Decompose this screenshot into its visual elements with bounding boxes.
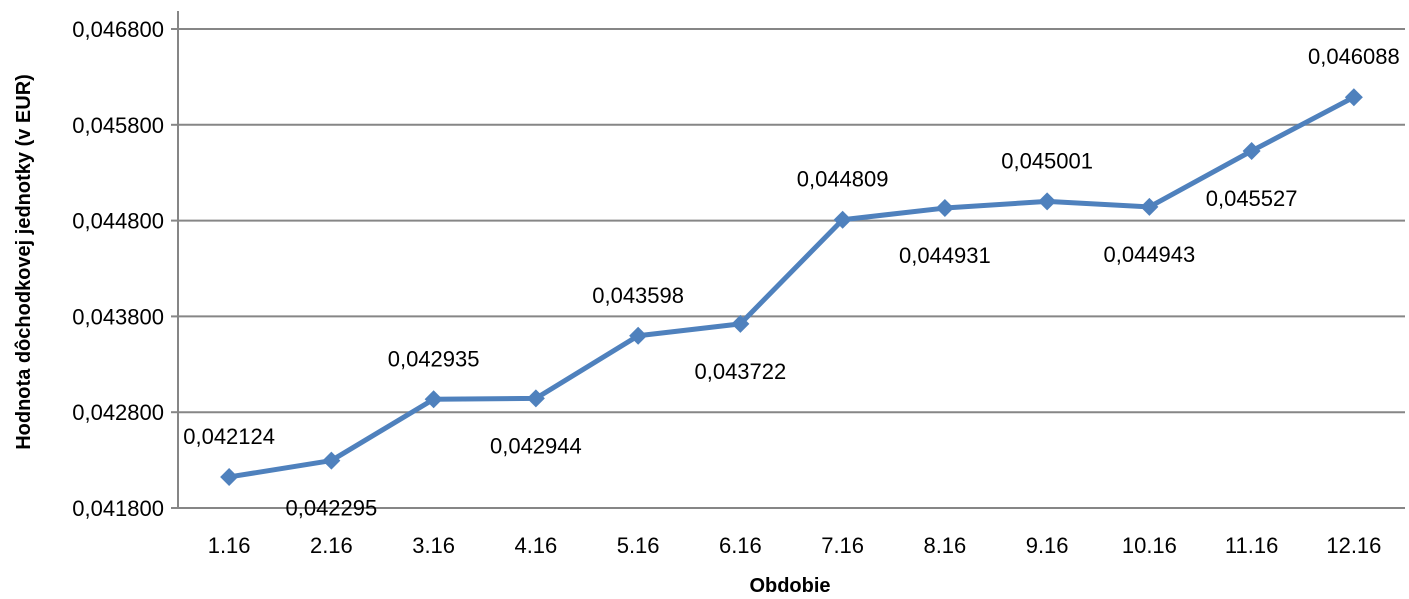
y-tick-label: 0,045800 bbox=[72, 113, 164, 138]
data-point-marker bbox=[1242, 141, 1261, 160]
data-label: 0,042295 bbox=[285, 496, 377, 521]
y-axis-title: Hodnota dôchodkovej jednotky (v EUR) bbox=[13, 74, 35, 450]
data-label: 0,043722 bbox=[694, 359, 786, 384]
x-tick-label: 4.16 bbox=[514, 533, 557, 558]
data-label: 0,043598 bbox=[592, 283, 684, 308]
data-label: 0,044931 bbox=[899, 243, 991, 268]
gridlines bbox=[178, 28, 1405, 414]
data-point-marker bbox=[322, 451, 341, 470]
data-point-marker bbox=[1344, 88, 1363, 107]
x-tick-label: 8.16 bbox=[923, 533, 966, 558]
data-label: 0,044943 bbox=[1103, 242, 1195, 267]
data-label: 0,046088 bbox=[1308, 44, 1400, 69]
x-axis-title: Obdobie bbox=[749, 575, 830, 597]
y-tick-label: 0,042800 bbox=[72, 400, 164, 425]
data-label: 0,042124 bbox=[183, 424, 275, 449]
x-tick-label: 10.16 bbox=[1122, 533, 1177, 558]
x-tick-label: 5.16 bbox=[617, 533, 660, 558]
x-tick-label: 6.16 bbox=[719, 533, 762, 558]
data-label: 0,045001 bbox=[1001, 148, 1093, 173]
series-line-group bbox=[226, 94, 1357, 480]
data-label: 0,042944 bbox=[490, 433, 582, 458]
series-line bbox=[226, 94, 1357, 480]
data-point-marker bbox=[731, 314, 750, 333]
x-tick-label: 11.16 bbox=[1225, 533, 1278, 558]
y-tick-label: 0,044800 bbox=[72, 209, 164, 234]
data-markers bbox=[220, 88, 1363, 486]
x-tick-label: 12.16 bbox=[1326, 533, 1381, 558]
data-point-marker bbox=[935, 199, 954, 218]
x-tick-label: 7.16 bbox=[821, 533, 864, 558]
y-tick-label: 0,041800 bbox=[72, 496, 164, 521]
data-point-marker bbox=[220, 467, 239, 486]
data-point-marker bbox=[1140, 197, 1159, 216]
data-point-marker bbox=[833, 210, 852, 229]
data-label: 0,045527 bbox=[1206, 186, 1298, 211]
data-label: 0,042935 bbox=[388, 346, 480, 371]
x-tick-label: 3.16 bbox=[412, 533, 455, 558]
x-axis-tick-labels: 1.16 2.16 3.16 4.16 5.16 6.16 7.16 8.16 9.16 10.1… bbox=[208, 533, 1382, 558]
y-tick-label: 0,043800 bbox=[72, 304, 164, 329]
data-labels: 0,042124 0,042295 0,042935 0,042944 0,043598… bbox=[183, 44, 1400, 520]
data-point-marker bbox=[1038, 192, 1057, 211]
x-tick-label: 2.16 bbox=[310, 533, 353, 558]
axes bbox=[171, 11, 1405, 509]
data-point-marker bbox=[424, 390, 443, 409]
y-tick-label: 0,046800 bbox=[72, 17, 164, 42]
data-point-marker bbox=[629, 326, 648, 345]
x-tick-label: 1.16 bbox=[208, 533, 251, 558]
x-tick-label: 9.16 bbox=[1026, 533, 1069, 558]
data-label: 0,044809 bbox=[797, 167, 889, 192]
y-axis-tick-labels: 0,041800 0,042800 0,043800 0,044800 0,045800… bbox=[72, 17, 164, 521]
data-point-marker bbox=[526, 389, 545, 408]
